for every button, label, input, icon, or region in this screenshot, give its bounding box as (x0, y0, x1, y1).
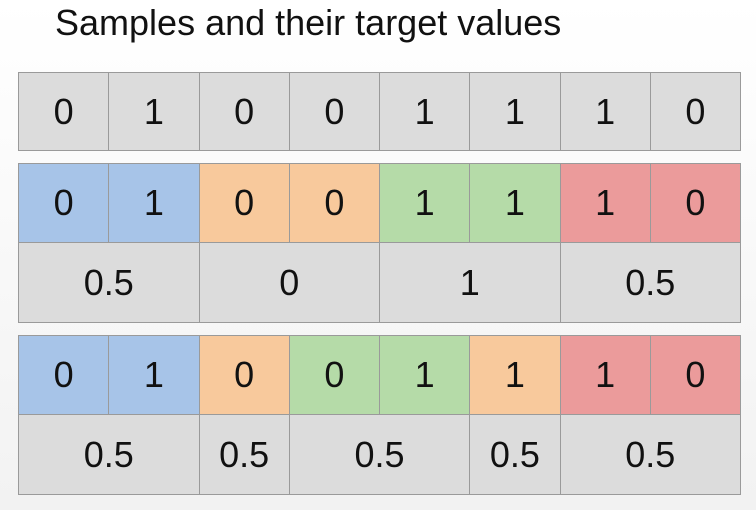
target-cell: 0.5 (559, 414, 741, 495)
sample-cell: 1 (559, 335, 651, 415)
target-cell: 0 (198, 242, 380, 323)
target-cell: 0.5 (198, 414, 290, 495)
sample-cell: 1 (379, 335, 471, 415)
sample-cell: 1 (108, 335, 200, 415)
sample-cell: 0 (649, 163, 741, 243)
target-cell: 0.5 (18, 242, 200, 323)
target-cell: 0.5 (288, 414, 471, 495)
sample-cell: 1 (379, 163, 471, 243)
sample-cell: 1 (559, 72, 651, 151)
sample-cell: 0 (18, 72, 110, 151)
target-cell: 0.5 (469, 414, 561, 495)
sample-cell: 0 (649, 335, 741, 415)
sample-cell: 0 (198, 72, 290, 151)
sample-cell: 1 (379, 72, 471, 151)
sample-cell: 0 (649, 72, 741, 151)
target-cell: 1 (379, 242, 561, 323)
sample-cell: 0 (198, 335, 290, 415)
sample-cell: 1 (469, 163, 561, 243)
sample-cell: 1 (108, 163, 200, 243)
target-cell: 0.5 (559, 242, 741, 323)
sample-cell: 0 (18, 335, 110, 415)
sample-cell: 1 (559, 163, 651, 243)
sample-cell: 0 (288, 163, 380, 243)
sample-cell: 1 (108, 72, 200, 151)
sample-cell: 1 (469, 335, 561, 415)
target-cell: 0.5 (18, 414, 200, 495)
sample-cell: 0 (198, 163, 290, 243)
sample-cell: 0 (18, 163, 110, 243)
sample-cell: 0 (288, 72, 380, 151)
title: Samples and their target values (55, 2, 562, 43)
sample-cell: 1 (469, 72, 561, 151)
sample-cell: 0 (288, 335, 380, 415)
